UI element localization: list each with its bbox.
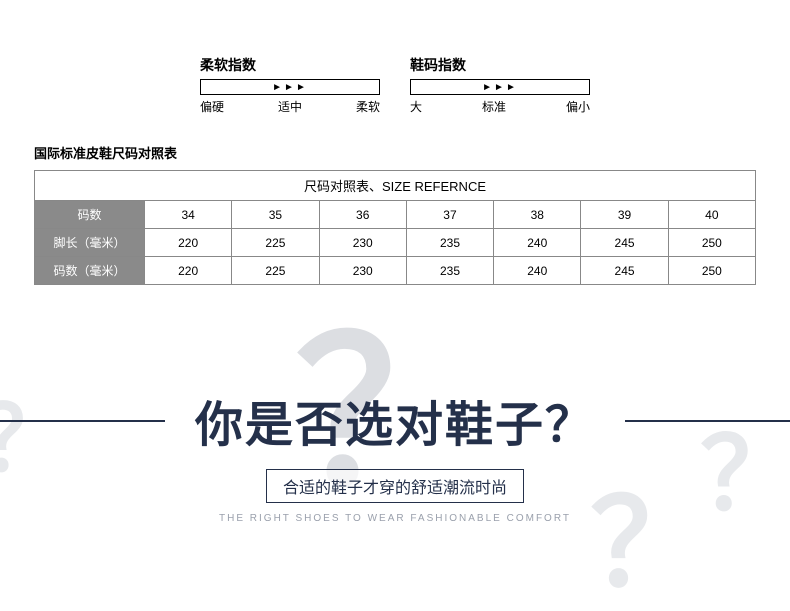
- question-mark-icon: ？: [590, 484, 710, 604]
- question-mark-icon: ？: [0, 395, 70, 485]
- row-label: 码数（毫米）: [35, 257, 145, 285]
- label-standard: 标准: [482, 98, 506, 115]
- cell: 230: [319, 257, 406, 285]
- cell: 250: [668, 257, 755, 285]
- hero-subtitle-en: THE RIGHT SHOES TO WEAR FASHIONABLE COMF…: [0, 513, 790, 524]
- size-labels: 大 标准 偏小: [410, 98, 590, 115]
- size-title: 鞋码指数: [410, 55, 590, 75]
- cell: 35: [232, 201, 319, 229]
- table-title: 国际标准皮鞋尺码对照表: [34, 143, 756, 162]
- cell: 225: [232, 257, 319, 285]
- cell: 245: [581, 257, 668, 285]
- cell: 235: [406, 257, 493, 285]
- arrows-icon: ►►►: [482, 80, 518, 94]
- row-label: 码数: [35, 201, 145, 229]
- cell: 36: [319, 201, 406, 229]
- cell: 39: [581, 201, 668, 229]
- cell: 220: [145, 257, 232, 285]
- question-mark-icon: ？: [700, 425, 790, 525]
- cell: 250: [668, 229, 755, 257]
- cell: 245: [581, 229, 668, 257]
- table-row: 码数 34 35 36 37 38 39 40: [35, 201, 756, 229]
- table-row: 脚长（毫米） 220 225 230 235 240 245 250: [35, 229, 756, 257]
- hero-subtitle: 合适的鞋子才穿的舒适潮流时尚: [266, 469, 524, 503]
- size-reference-table: 尺码对照表、SIZE REFERNCE 码数 34 35 36 37 38 39…: [34, 170, 756, 285]
- cell: 225: [232, 229, 319, 257]
- cell: 230: [319, 229, 406, 257]
- row-label: 脚长（毫米）: [35, 229, 145, 257]
- softness-title: 柔软指数: [200, 55, 380, 75]
- arrows-icon: ►►►: [272, 80, 308, 94]
- cell: 34: [145, 201, 232, 229]
- cell: 40: [668, 201, 755, 229]
- softness-indicator: 柔软指数 ►►► 偏硬 适中 柔软: [200, 55, 380, 115]
- label-hard: 偏硬: [200, 98, 224, 115]
- hero-section: ？ ？ ？ ？ 你是否选对鞋子？ 合适的鞋子才穿的舒适潮流时尚 THE RIGH…: [0, 345, 790, 524]
- hero-title: 你是否选对鞋子？: [165, 385, 625, 455]
- cell: 235: [406, 229, 493, 257]
- indicator-row: 柔软指数 ►►► 偏硬 适中 柔软 鞋码指数 ►►► 大 标准 偏小: [0, 0, 790, 115]
- table-row: 码数（毫米） 220 225 230 235 240 245 250: [35, 257, 756, 285]
- cell: 37: [406, 201, 493, 229]
- cell: 240: [494, 229, 581, 257]
- label-big: 大: [410, 98, 422, 115]
- label-soft: 柔软: [356, 98, 380, 115]
- size-bar: ►►►: [410, 79, 590, 95]
- cell: 220: [145, 229, 232, 257]
- label-mid: 适中: [278, 98, 302, 115]
- label-small: 偏小: [566, 98, 590, 115]
- softness-bar: ►►►: [200, 79, 380, 95]
- table-body: 码数 34 35 36 37 38 39 40 脚长（毫米） 220 225 2…: [35, 201, 756, 285]
- cell: 240: [494, 257, 581, 285]
- size-table-section: 国际标准皮鞋尺码对照表 尺码对照表、SIZE REFERNCE 码数 34 35…: [0, 115, 790, 285]
- size-indicator: 鞋码指数 ►►► 大 标准 偏小: [410, 55, 590, 115]
- table-header: 尺码对照表、SIZE REFERNCE: [35, 171, 756, 201]
- cell: 38: [494, 201, 581, 229]
- softness-labels: 偏硬 适中 柔软: [200, 98, 380, 115]
